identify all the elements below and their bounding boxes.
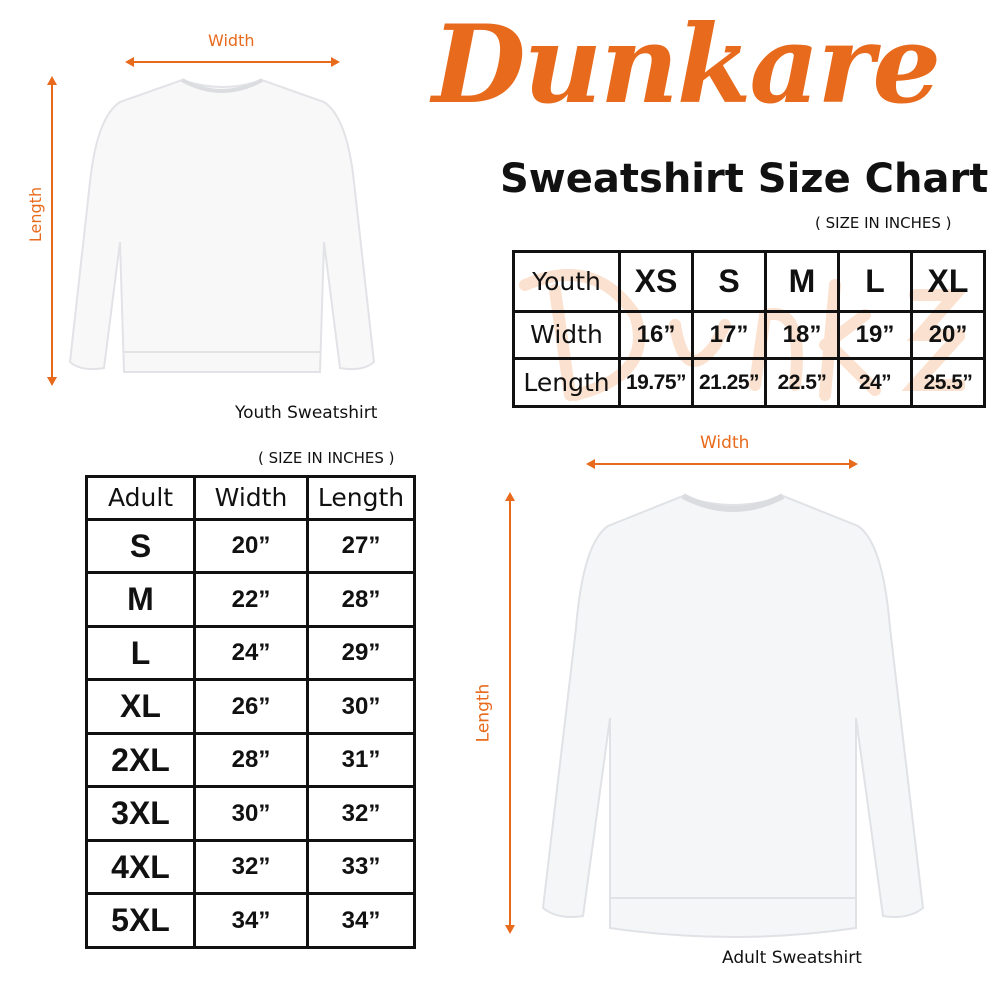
- youth-length-label: Length: [26, 186, 46, 243]
- table-row: XL 26” 30”: [85, 678, 416, 735]
- table-header-cell: Youth: [512, 250, 621, 313]
- adult-sweatshirt-image: [541, 493, 925, 938]
- table-row: 5XL 34” 34”: [85, 892, 416, 949]
- table-cell: 22.5”: [764, 357, 840, 408]
- table-header-cell: L: [837, 250, 913, 313]
- youth-width-arrow: [125, 57, 340, 67]
- table-cell: 21.25”: [691, 357, 767, 408]
- table-cell: 34”: [193, 892, 309, 949]
- table-cell: 28”: [306, 571, 416, 628]
- adult-caption: Adult Sweatshirt: [722, 948, 862, 968]
- table-header-row: Youth XS S M L XL: [512, 250, 986, 313]
- table-cell: 30”: [193, 785, 309, 842]
- table-cell: 25.5”: [910, 357, 986, 408]
- table-cell: 27”: [306, 517, 416, 575]
- table-header-cell: XL: [910, 250, 986, 313]
- youth-width-label: Width: [208, 31, 255, 50]
- brand-logo: Dunkare: [432, 2, 941, 128]
- table-cell: 16”: [618, 309, 694, 361]
- table-header-cell: Width: [193, 475, 309, 521]
- table-cell: 34”: [306, 892, 416, 949]
- table-cell: 26”: [193, 678, 309, 735]
- table-row-label: XL: [85, 678, 196, 735]
- table-cell: 29”: [306, 624, 416, 682]
- table-cell: 19”: [837, 309, 913, 361]
- table-row-label: 5XL: [85, 892, 196, 949]
- table-row-label: S: [85, 517, 196, 575]
- table-cell: 33”: [306, 838, 416, 896]
- youth-size-table: Youth XS S M L XL Width 16” 17” 18” 19” 20” Length 19…: [512, 250, 986, 408]
- table-row-label: M: [85, 571, 196, 628]
- table-cell: 30”: [306, 678, 416, 735]
- table-header-cell: XS: [618, 250, 694, 313]
- adult-length-label: Length: [473, 683, 494, 743]
- table-row-label: Width: [512, 309, 621, 361]
- table-header-cell: S: [691, 250, 767, 313]
- table-cell: 24”: [837, 357, 913, 408]
- table-row-label: L: [85, 624, 196, 682]
- table-cell: 18”: [764, 309, 840, 361]
- youth-units-note: ( SIZE IN INCHES ): [815, 214, 952, 232]
- table-header-cell: Adult: [85, 475, 196, 521]
- adult-size-table: Adult Width Length S 20” 27” M 22” 28” L 24” 29” XL 2…: [85, 475, 416, 949]
- table-cell: 24”: [193, 624, 309, 682]
- table-cell: 32”: [193, 838, 309, 896]
- adult-units-note: ( SIZE IN INCHES ): [258, 449, 395, 467]
- table-cell: 19.75”: [618, 357, 694, 408]
- table-row: S 20” 27”: [85, 517, 416, 575]
- adult-width-label: Width: [700, 433, 750, 453]
- table-row: M 22” 28”: [85, 571, 416, 628]
- table-row: L 24” 29”: [85, 624, 416, 682]
- table-cell: 32”: [306, 785, 416, 842]
- adult-width-arrow: [586, 459, 858, 469]
- table-header-row: Adult Width Length: [85, 475, 416, 521]
- table-cell: 31”: [306, 731, 416, 789]
- table-row: 3XL 30” 32”: [85, 785, 416, 842]
- youth-caption: Youth Sweatshirt: [235, 403, 378, 423]
- adult-length-arrow: [505, 492, 515, 934]
- table-cell: 20”: [910, 309, 986, 361]
- youth-length-arrow: [47, 76, 57, 386]
- table-row-label: 3XL: [85, 785, 196, 842]
- table-row: Length 19.75” 21.25” 22.5” 24” 25.5”: [512, 357, 986, 408]
- page-title: Sweatshirt Size Chart: [500, 156, 989, 202]
- table-header-cell: Length: [306, 475, 416, 521]
- table-row-label: Length: [512, 357, 621, 408]
- table-row: 4XL 32” 33”: [85, 838, 416, 896]
- table-cell: 28”: [193, 731, 309, 789]
- youth-sweatshirt-image: [68, 78, 376, 373]
- table-cell: 17”: [691, 309, 767, 361]
- table-cell: 22”: [193, 571, 309, 628]
- table-row-label: 2XL: [85, 731, 196, 789]
- table-row: Width 16” 17” 18” 19” 20”: [512, 309, 986, 361]
- table-row-label: 4XL: [85, 838, 196, 896]
- table-header-cell: M: [764, 250, 840, 313]
- table-cell: 20”: [193, 517, 309, 575]
- table-row: 2XL 28” 31”: [85, 731, 416, 789]
